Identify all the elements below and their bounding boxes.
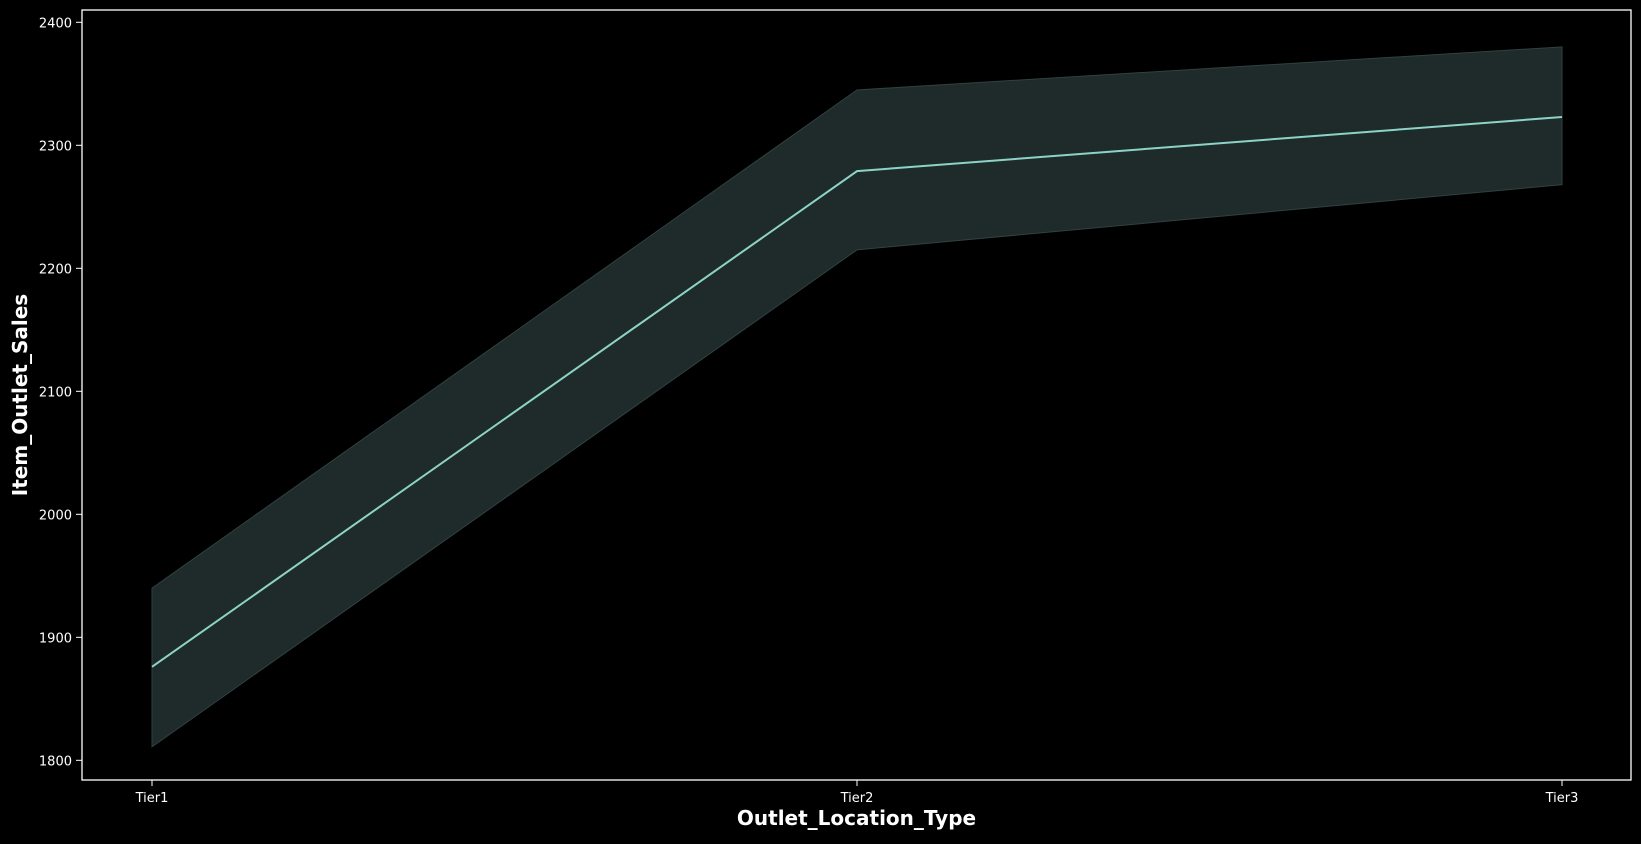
y-tick-label: 2300: [39, 139, 72, 154]
series-line: [151, 116, 1563, 668]
y-tick-label: 2000: [39, 508, 72, 523]
x-axis-ticks: Tier1 Tier2 Tier3: [135, 780, 1579, 806]
y-tick-label: 1800: [39, 754, 72, 769]
x-tick-label: Tier3: [1545, 791, 1579, 806]
x-tick-label: Tier1: [135, 791, 169, 806]
y-tick-label: 2100: [39, 385, 72, 400]
confidence-band: [151, 46, 1563, 748]
y-axis-title: Item_Outlet_Sales: [8, 294, 32, 496]
series-line-layer: [151, 116, 1563, 668]
y-tick-label: 1900: [39, 631, 72, 646]
y-axis-ticks: 1800 1900 2000 2100 2200 2300 2400: [39, 16, 82, 769]
x-tick-label: Tier2: [840, 791, 874, 806]
y-tick-label: 2200: [39, 262, 72, 277]
confidence-band-layer: [151, 46, 1563, 748]
y-tick-label: 2400: [39, 16, 72, 31]
x-axis-title: Outlet_Location_Type: [737, 806, 976, 830]
